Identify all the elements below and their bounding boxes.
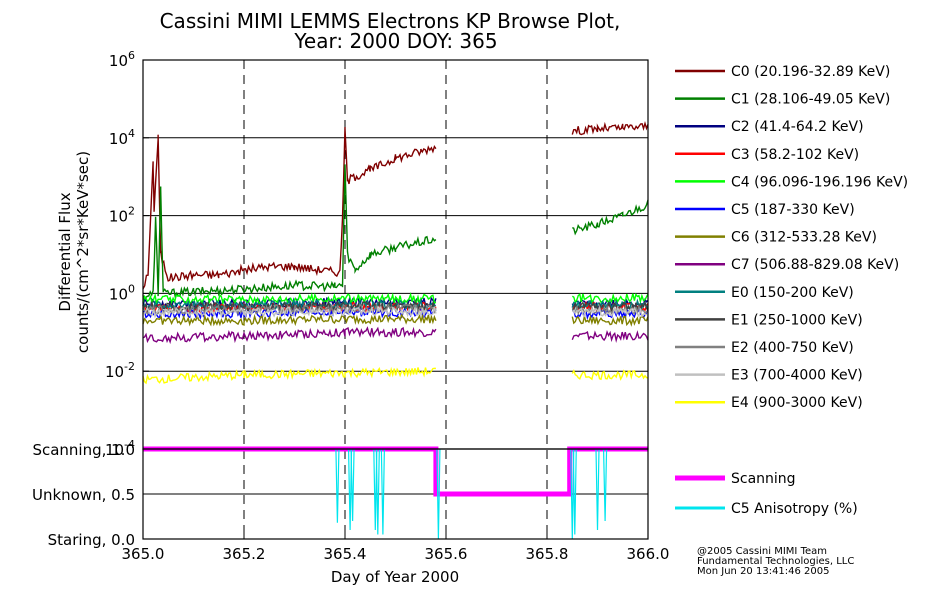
- legend-label: E3 (700-4000 KeV): [731, 368, 863, 384]
- series-line: [142, 326, 649, 345]
- anisotropy-spike: [572, 448, 577, 535]
- scanning-line: [143, 446, 648, 497]
- legend-label: E0 (150-200 KeV): [731, 285, 854, 301]
- anisotropy-spike: [350, 448, 355, 522]
- anisotropy-spike: [375, 448, 380, 535]
- legend-label: C4 (96.096-196.196 KeV): [731, 174, 908, 190]
- chart-title-line1: Cassini MIMI LEMMS Electrons KP Browse P…: [160, 9, 621, 33]
- x-tick-label: 365.0: [122, 545, 165, 563]
- legend-label: C5 (187-330 KeV): [731, 202, 855, 218]
- legend-label: E4 (900-3000 KeV): [731, 395, 863, 411]
- x-tick-label: 365.6: [425, 545, 468, 563]
- legend-label: Scanning: [731, 471, 796, 487]
- legend-label: C0 (20.196-32.89 KeV): [731, 64, 890, 80]
- y-tick-label: 10-4: [105, 438, 135, 459]
- credit-line: @2005 Cassini MIMI Team: [697, 546, 827, 557]
- legend-label: E2 (400-750 KeV): [731, 340, 854, 356]
- lower-y-tick-label: Scanning, 1.0: [32, 441, 135, 459]
- y-tick-label: 104: [109, 127, 135, 148]
- x-axis-label: Day of Year 2000: [331, 568, 459, 586]
- legend-label: C2 (41.4-64.2 KeV): [731, 119, 864, 135]
- series-line: [142, 313, 649, 327]
- legend-label: C6 (312-533.28 KeV): [731, 230, 877, 246]
- legend-label: E1 (250-1000 KeV): [731, 312, 863, 328]
- lower-panel-frame: [142, 448, 649, 540]
- credit-line: Mon Jun 20 13:41:46 2005: [697, 566, 830, 577]
- legend-label: C5 Anisotropy (%): [731, 501, 858, 517]
- y-tick-label: 102: [109, 205, 135, 226]
- legend-label: C3 (58.2-102 KeV): [731, 147, 859, 163]
- series-layer: [142, 120, 649, 385]
- x-tick-label: 365.2: [223, 545, 266, 563]
- anisotropy-spike: [595, 448, 600, 531]
- y-tick-label: 100: [109, 282, 135, 303]
- x-tick-label: 365.8: [526, 545, 569, 563]
- chart-title-line2: Year: 2000 DOY: 365: [293, 29, 497, 53]
- anisotropy-spike: [335, 448, 340, 523]
- y-tick-label: 106: [109, 49, 135, 70]
- legend: C0 (20.196-32.89 KeV) C1 (28.106-49.05 Ke…: [675, 64, 908, 517]
- anisotropy-spike: [380, 448, 385, 535]
- x-tick-label: 366.0: [627, 545, 670, 563]
- series-line: [142, 366, 649, 385]
- y-axis-label-line1: Differential Flux: [56, 192, 74, 311]
- series-line: [142, 164, 649, 303]
- y-axis-label-line2: counts/(cm^2*sr*KeV*sec): [74, 151, 92, 353]
- anisotropy-spike: [602, 448, 608, 522]
- lower-y-tick-label: Unknown, 0.5: [32, 486, 135, 504]
- series-line: [142, 291, 649, 307]
- legend-label: C1 (28.106-49.05 KeV): [731, 92, 890, 108]
- y-tick-label: 10-2: [105, 360, 135, 381]
- upper-panel-frame: [142, 59, 649, 450]
- lower-y-tick-label: Staring, 0.0: [48, 531, 135, 549]
- legend-label: C7 (506.88-829.08 KeV): [731, 257, 899, 273]
- series-line: [142, 304, 649, 319]
- credit-line: Fundamental Technologies, LLC: [697, 556, 854, 567]
- series-line: [142, 120, 649, 290]
- x-tick-label: 365.4: [324, 545, 367, 563]
